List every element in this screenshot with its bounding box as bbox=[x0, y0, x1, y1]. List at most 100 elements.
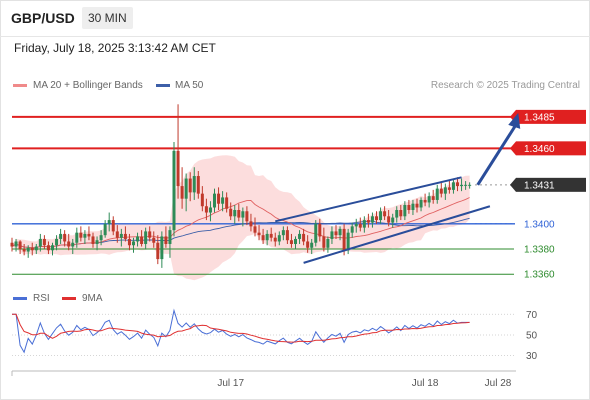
price-label-box-1.3431 bbox=[516, 177, 586, 192]
candle-body bbox=[180, 186, 184, 199]
candle-body bbox=[10, 242, 14, 247]
candle-body bbox=[99, 235, 103, 241]
candle-body bbox=[144, 231, 148, 244]
candle-body bbox=[140, 236, 144, 244]
candle-body bbox=[107, 220, 111, 224]
candle-body bbox=[358, 223, 362, 228]
candle-body bbox=[156, 242, 160, 260]
candle-body bbox=[229, 208, 233, 217]
channel-upper-line bbox=[275, 176, 462, 223]
candle-body bbox=[395, 210, 399, 218]
candle-body bbox=[269, 233, 273, 238]
rsi-swatch bbox=[13, 297, 27, 300]
price-label-box-1.3485 bbox=[516, 109, 586, 124]
candle-body bbox=[152, 237, 156, 243]
rsi-level-label-70: 70 bbox=[526, 310, 538, 321]
candle-body bbox=[346, 232, 350, 251]
candle-body bbox=[391, 217, 395, 223]
candle-body bbox=[30, 247, 34, 251]
candle-body bbox=[111, 220, 115, 232]
projection-arrow-shaft bbox=[476, 125, 517, 186]
candle-body bbox=[148, 231, 152, 238]
candle-body bbox=[362, 220, 366, 228]
x-tick-label: Jul 18 bbox=[412, 378, 439, 389]
candle-body bbox=[34, 246, 38, 251]
candle-body bbox=[176, 150, 180, 187]
candle-body bbox=[196, 176, 200, 194]
candle-body bbox=[221, 197, 225, 204]
candle-body bbox=[22, 249, 26, 252]
candle-body bbox=[431, 196, 435, 200]
candle-body bbox=[387, 216, 391, 223]
candle-body bbox=[119, 233, 123, 238]
candle-body bbox=[342, 228, 346, 251]
price-label-1.3360: 1.3360 bbox=[524, 270, 555, 281]
candle-body bbox=[375, 216, 378, 221]
candle-body bbox=[67, 241, 71, 247]
candle-body bbox=[164, 236, 168, 244]
credit-text: Research © 2025 Trading Central bbox=[430, 80, 580, 91]
candle-body bbox=[322, 236, 326, 248]
candle-body bbox=[289, 240, 293, 244]
candle-body bbox=[241, 211, 245, 218]
candle-body bbox=[213, 193, 216, 208]
candle-body bbox=[115, 231, 119, 238]
legend-ma20-label: MA 20 + Bollinger Bands bbox=[33, 80, 143, 91]
candle-body bbox=[326, 238, 330, 248]
candle-body bbox=[277, 235, 281, 242]
candle-body bbox=[249, 221, 253, 227]
candle-body bbox=[42, 238, 46, 246]
candle-body bbox=[334, 231, 338, 236]
projection-arrow-head bbox=[508, 112, 521, 129]
candle-body bbox=[411, 203, 415, 211]
x-tick-label: Jul 17 bbox=[217, 378, 244, 389]
legend-rsi9-label: 9MA bbox=[82, 293, 103, 304]
legend-rsi-label: RSI bbox=[33, 293, 50, 304]
candle-body bbox=[245, 211, 249, 222]
candle-body bbox=[370, 216, 374, 223]
price-label-1.3400: 1.3400 bbox=[524, 219, 555, 230]
timeframe-badge[interactable]: 30 MIN bbox=[82, 7, 133, 29]
price-label-pointer-1.3431 bbox=[510, 177, 516, 192]
candle-body bbox=[79, 232, 83, 238]
candle-body bbox=[310, 242, 314, 248]
candle-body bbox=[456, 182, 459, 187]
rsi-level-label-30: 30 bbox=[526, 351, 538, 362]
candle-body bbox=[253, 226, 257, 233]
candle-body bbox=[46, 245, 50, 251]
candle-body bbox=[314, 223, 318, 243]
candle-body bbox=[103, 223, 107, 236]
candle-body bbox=[204, 206, 208, 213]
candle-body bbox=[127, 238, 131, 246]
candle-body bbox=[419, 199, 423, 208]
price-label-box-1.3460 bbox=[516, 141, 586, 156]
price-label-1.3460: 1.3460 bbox=[524, 144, 555, 155]
candle-body bbox=[63, 233, 67, 242]
candle-body bbox=[123, 233, 127, 239]
candle-body bbox=[160, 236, 164, 260]
ma50-swatch bbox=[156, 84, 170, 87]
candle-body bbox=[423, 199, 427, 203]
candle-body bbox=[55, 238, 59, 246]
candle-body bbox=[75, 232, 79, 243]
symbol-title: GBP/USD bbox=[11, 10, 75, 26]
candle-body bbox=[451, 182, 455, 190]
candle-body bbox=[83, 233, 87, 238]
rsi9-line bbox=[12, 313, 470, 343]
candle-body bbox=[366, 220, 370, 223]
candle-body bbox=[217, 193, 221, 204]
legend-ma50-label: MA 50 bbox=[175, 80, 204, 91]
candle-body bbox=[14, 241, 18, 247]
candle-body bbox=[468, 184, 472, 186]
candle-body bbox=[306, 241, 310, 248]
candle-body bbox=[281, 230, 285, 236]
candle-body bbox=[415, 203, 419, 208]
candle-body bbox=[435, 188, 439, 200]
candle-body bbox=[51, 245, 54, 251]
candle-body bbox=[87, 233, 91, 237]
candle-body bbox=[464, 184, 468, 186]
candle-body bbox=[302, 233, 306, 242]
candle-body bbox=[298, 233, 302, 239]
candle-body bbox=[132, 241, 135, 246]
